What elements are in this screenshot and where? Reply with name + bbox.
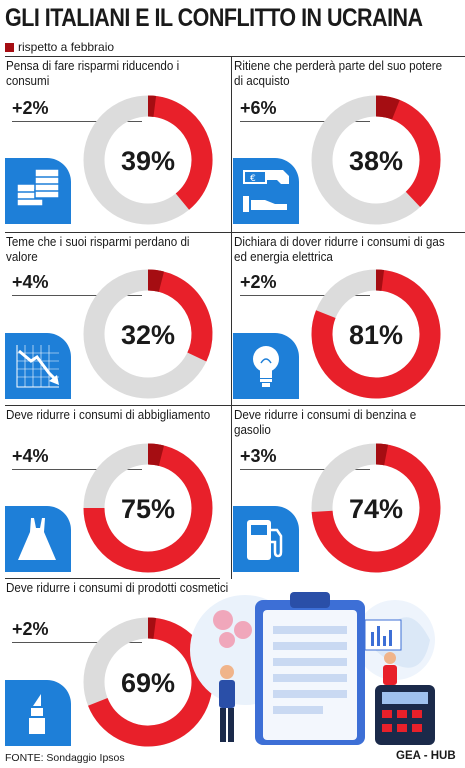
donut-value-arc <box>311 443 441 573</box>
source-note: FONTE: Sondaggio Ipsos <box>5 752 125 764</box>
donut-change-arc <box>147 269 165 292</box>
money-stack-icon <box>16 168 60 207</box>
donut-change-arc <box>147 443 165 466</box>
infographic-title: GLI ITALIANI E IL CONFLITTO IN UCRAINA <box>5 4 423 32</box>
divider-line <box>231 56 232 579</box>
percentage-label: 39% <box>121 146 175 176</box>
fuel-pump-icon <box>247 520 283 560</box>
donut-value-arc <box>147 269 213 362</box>
credit: GEA - HUB <box>396 750 456 762</box>
divider-line <box>5 578 220 579</box>
panel-title: Pensa di fare risparmi riducendo i consu… <box>6 59 180 88</box>
guide-line <box>12 295 142 296</box>
percentage-label: 38% <box>349 146 403 176</box>
donut-value-arc <box>83 443 213 573</box>
donut-chart: 75% <box>83 443 213 573</box>
donut-value-arc <box>147 95 213 210</box>
percentage-label: 81% <box>349 320 403 350</box>
guide-line <box>12 121 142 122</box>
panel-title: Deve ridurre i consumi di prodotti cosme… <box>6 581 229 595</box>
change-value: +2% <box>12 98 49 118</box>
donut-chart: 74% <box>311 443 441 573</box>
panel-title: Deve ridurre i consumi di abbigliamento <box>6 408 211 422</box>
change-value: +2% <box>240 272 277 292</box>
svg-text:€: € <box>250 174 256 184</box>
donut-chart: 39% <box>83 95 213 225</box>
donut-chart: 32% <box>83 269 213 399</box>
guide-line <box>240 295 370 296</box>
percentage-label: 74% <box>349 494 403 524</box>
donut-value-arc <box>311 269 441 399</box>
percentage-label: 32% <box>121 320 175 350</box>
change-value: +4% <box>12 446 49 466</box>
legend-label: rispetto a febbraio <box>18 40 115 54</box>
divider-line <box>5 405 465 406</box>
lipstick-icon <box>29 694 45 734</box>
guide-line <box>240 121 370 122</box>
donut-change-arc <box>375 95 400 120</box>
icon-box <box>5 158 71 224</box>
guide-line <box>240 469 370 470</box>
icon-box <box>233 506 299 572</box>
panel-title: Dichiara di dover ridurre i consumi di g… <box>234 235 445 264</box>
icon-box <box>5 680 71 746</box>
panel-title: Ritiene che perderà parte del suo potere… <box>234 59 443 88</box>
dress-icon <box>18 518 56 560</box>
divider-line <box>5 232 465 233</box>
percentage-label: 75% <box>121 494 175 524</box>
legend-swatch <box>5 43 14 52</box>
icon-box <box>233 333 299 399</box>
donut-chart: 38% <box>311 95 441 225</box>
guide-line <box>12 469 142 470</box>
icon-box: € <box>233 158 299 224</box>
survey-illustration <box>190 592 435 745</box>
declining-chart-icon <box>16 345 59 388</box>
change-value: +4% <box>12 272 49 292</box>
icon-box <box>5 506 71 572</box>
divider-line <box>5 56 465 57</box>
donut-chart: 81% <box>311 269 441 399</box>
donut-change-arc <box>375 443 389 466</box>
panel-title: Teme che i suoi risparmi perdano di valo… <box>6 235 190 264</box>
donut-value-arc <box>88 617 213 747</box>
legend: rispetto a febbraio <box>5 40 114 54</box>
percentage-label: 69% <box>121 668 175 698</box>
panel-title: Deve ridurre i consumi di benzina e gaso… <box>234 408 417 437</box>
change-value: +6% <box>240 98 277 118</box>
change-value: +2% <box>12 619 49 639</box>
lightbulb-icon <box>253 346 279 387</box>
icon-box <box>5 333 71 399</box>
change-value: +3% <box>240 446 277 466</box>
cash-hand-icon: € <box>243 170 289 212</box>
guide-line <box>12 642 142 643</box>
